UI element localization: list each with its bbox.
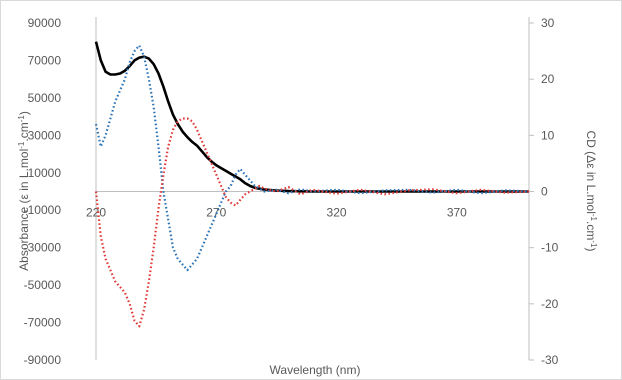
axis-title-part: -1: [590, 240, 599, 248]
labels-layer: Wavelength (nm) Absorbance (ε in L.mol-1…: [17, 111, 599, 377]
y-right-tick-label: 20: [541, 72, 555, 86]
absorbance-line: [94, 41, 529, 193]
y-left-tick-label: -10000: [24, 203, 62, 217]
y-right-tick-label: -30: [541, 353, 559, 367]
y-right-tick-label: 10: [541, 128, 555, 142]
y-left-tick-label: 50000: [28, 91, 62, 105]
series-layer: [94, 41, 530, 328]
y-left-tick-label: 10000: [28, 166, 62, 180]
axis-title-part: -1: [17, 141, 26, 149]
axis-title-part: -1: [17, 115, 26, 123]
y-left-tick-label: 90000: [28, 16, 62, 30]
y-right-tick-label: 0: [541, 185, 548, 199]
x-tick-label: 370: [447, 206, 467, 220]
y-left-tick-label: -90000: [24, 353, 62, 367]
axis-title-part: ): [584, 247, 598, 251]
cd-series-red-line: [94, 117, 530, 328]
axis-title-part: .cm: [17, 122, 31, 141]
cd-series-blue-line: [94, 44, 530, 272]
x-tick-label: 320: [327, 206, 347, 220]
y-right-tick-label: -10: [541, 241, 559, 255]
y-right-tick-label: 30: [541, 16, 555, 30]
y-left-tick-label: -50000: [24, 278, 62, 292]
axis-title-part: .cm: [584, 221, 598, 240]
y-left-tick-label: 70000: [28, 53, 62, 67]
y-left-axis-title: Absorbance (ε in L.mol-1.cm-1): [17, 111, 32, 271]
axis-title-part: ): [17, 111, 31, 115]
y-left-tick-label: -30000: [24, 241, 62, 255]
y-right-tick-label: -20: [541, 297, 559, 311]
y-left-tick-label: 30000: [28, 128, 62, 142]
x-axis-title: Wavelength (nm): [270, 363, 361, 377]
x-tick-label: 220: [86, 206, 106, 220]
axis-title-part: -1: [590, 214, 599, 222]
axis-title-part: Absorbance (ε in L.mol: [17, 149, 31, 271]
y-left-tick-label: -70000: [24, 316, 62, 330]
axis-title-part: CD (Δε in L.mol: [584, 131, 598, 214]
y-right-axis-title: CD (Δε in L.mol-1.cm-1): [584, 131, 599, 252]
